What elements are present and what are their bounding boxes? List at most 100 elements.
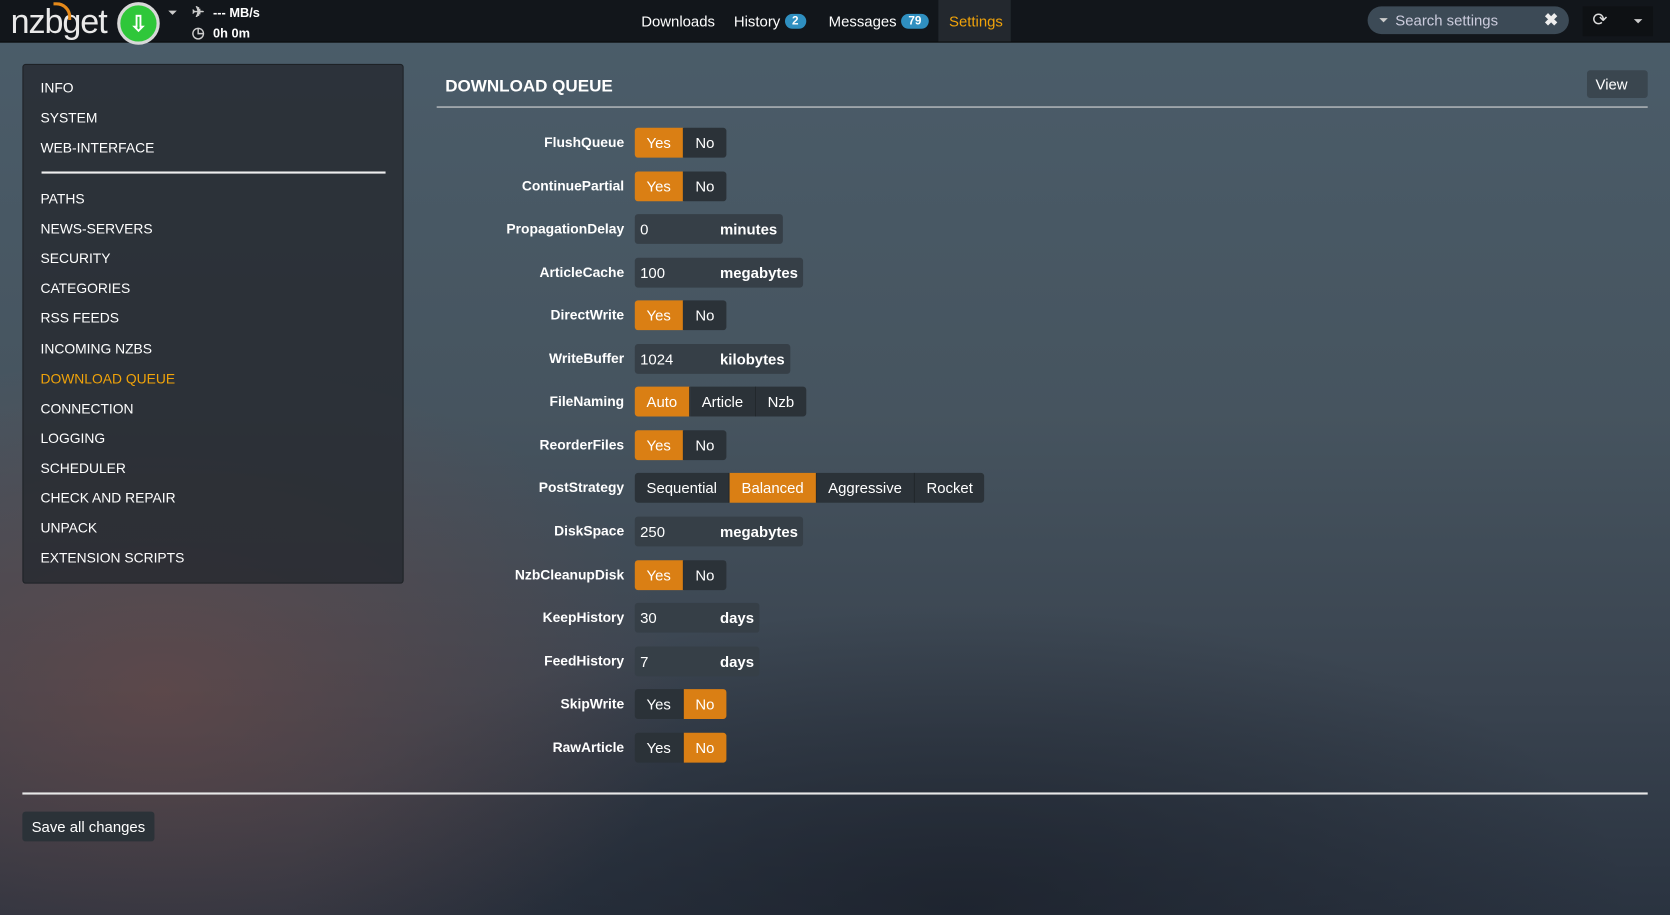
search-placeholder: Search settings: [1395, 11, 1499, 29]
choice-yes[interactable]: Yes: [634, 170, 684, 201]
input-unit: megabytes: [720, 522, 798, 540]
search-dropdown-icon[interactable]: [1379, 18, 1388, 23]
speed-text: --- MB/s: [213, 4, 260, 20]
option-label: WriteBuffer: [549, 350, 625, 367]
choice-yes[interactable]: Yes: [634, 689, 684, 720]
choice-no[interactable]: No: [683, 559, 727, 590]
option-label: NzbCleanupDisk: [514, 566, 625, 583]
speed-status: ✈ --- MB/s: [190, 3, 260, 21]
chevron-down-icon[interactable]: [168, 10, 177, 15]
plane-icon: ✈: [191, 3, 205, 21]
nav-downloads[interactable]: Downloads: [631, 0, 726, 42]
save-all-changes-button[interactable]: Save all changes: [22, 811, 155, 842]
nav-messages[interactable]: Messages 79: [818, 0, 939, 42]
option-input[interactable]: 250 megabytes: [634, 516, 804, 547]
option-label: ArticleCache: [539, 263, 625, 280]
option-input[interactable]: 7 days: [634, 646, 760, 676]
choice-rocket[interactable]: Rocket: [914, 473, 985, 504]
wifi-icon: [53, 2, 72, 21]
choice-auto[interactable]: Auto: [634, 386, 690, 417]
input-value[interactable]: 100: [640, 263, 666, 281]
nav-label: Messages: [828, 12, 897, 30]
option-row-flushqueue: FlushQueue Yes No: [0, 127, 1065, 158]
input-value[interactable]: 1024: [640, 350, 674, 368]
sidebar-item-web-interface[interactable]: WEB-INTERFACE: [40, 139, 155, 156]
sidebar-item-news-servers[interactable]: NEWS-SERVERS: [40, 220, 153, 237]
option-label: FileNaming: [549, 393, 625, 410]
choice-nzb[interactable]: Nzb: [755, 386, 806, 417]
sidebar-item-check-and-repair[interactable]: CHECK AND REPAIR: [40, 489, 176, 506]
input-value[interactable]: 30: [640, 609, 657, 627]
input-unit: days: [720, 652, 755, 670]
input-value[interactable]: 0: [640, 220, 649, 238]
section-title: DOWNLOAD QUEUE: [445, 77, 613, 96]
time-status: ◷ 0h 0m: [190, 23, 250, 41]
sidebar-item-extension-scripts[interactable]: EXTENSION SCRIPTS: [40, 549, 185, 566]
sidebar-item-info[interactable]: INFO: [40, 79, 74, 96]
choice-balanced[interactable]: Balanced: [729, 473, 817, 504]
option-switch: Yes No: [634, 732, 727, 763]
option-label: DiskSpace: [554, 522, 625, 539]
sidebar-item-connection[interactable]: CONNECTION: [40, 400, 134, 417]
choice-sequential[interactable]: Sequential: [634, 473, 730, 504]
sidebar-item-system[interactable]: SYSTEM: [40, 109, 98, 126]
clear-search-icon[interactable]: ✖: [1543, 11, 1559, 30]
sidebar-item-download-queue[interactable]: DOWNLOAD QUEUE: [40, 370, 176, 387]
view-button[interactable]: View: [1586, 70, 1648, 98]
choice-no[interactable]: No: [683, 689, 727, 720]
sidebar-item-unpack[interactable]: UNPACK: [40, 519, 98, 536]
option-input[interactable]: 0 minutes: [634, 214, 783, 245]
nav-settings[interactable]: Settings: [938, 0, 1011, 42]
download-toggle-button[interactable]: ⇩: [117, 2, 160, 45]
option-switch: Yes No: [634, 430, 727, 460]
messages-badge: 79: [900, 13, 929, 29]
sidebar-item-paths[interactable]: PATHS: [40, 190, 85, 207]
option-input[interactable]: 1024 kilobytes: [634, 343, 790, 374]
nav-label: History: [733, 12, 781, 30]
search-input[interactable]: Search settings ✖: [1367, 6, 1569, 35]
choice-yes[interactable]: Yes: [634, 559, 684, 590]
choice-yes[interactable]: Yes: [634, 300, 684, 331]
option-row-continuepartial: ContinuePartial Yes No: [0, 170, 1065, 201]
option-label: KeepHistory: [542, 609, 625, 626]
sidebar-item-logging[interactable]: LOGGING: [40, 430, 106, 447]
option-input[interactable]: 100 megabytes: [634, 257, 804, 288]
option-row-writebuffer: WriteBuffer 1024 kilobytes: [0, 343, 1065, 374]
refresh-icon[interactable]: ⟳: [1592, 9, 1608, 30]
sidebar-item-security[interactable]: SECURITY: [40, 250, 111, 267]
choice-aggressive[interactable]: Aggressive: [816, 473, 915, 504]
footer-divider: [22, 792, 1648, 795]
option-row-poststrategy: PostStrategy Sequential Balanced Aggressive…: [0, 473, 1065, 504]
option-switch: Yes No: [634, 559, 727, 590]
sidebar-item-rss-feeds[interactable]: RSS FEEDS: [40, 310, 119, 327]
choice-no[interactable]: No: [683, 300, 727, 331]
option-row-rawarticle: RawArticle Yes No: [0, 732, 1065, 763]
input-value[interactable]: 7: [640, 652, 649, 670]
option-switch: Yes No: [634, 300, 727, 331]
input-value[interactable]: 250: [640, 522, 666, 540]
option-switch: Auto Article Nzb: [634, 386, 806, 417]
sidebar-item-categories[interactable]: CATEGORIES: [40, 280, 131, 297]
option-switch: Yes No: [634, 689, 727, 720]
choice-yes[interactable]: Yes: [634, 127, 684, 158]
sidebar-item-scheduler[interactable]: SCHEDULER: [40, 460, 126, 476]
choice-article[interactable]: Article: [689, 386, 756, 417]
choice-yes[interactable]: Yes: [634, 732, 684, 763]
sidebar-item-incoming-nzbs[interactable]: INCOMING NZBS: [40, 340, 153, 357]
nav-history[interactable]: History 2: [723, 0, 816, 42]
choice-no[interactable]: No: [683, 732, 727, 763]
option-row-articlecache: ArticleCache 100 megabytes: [0, 257, 1065, 288]
choice-no[interactable]: No: [683, 127, 727, 158]
logo: nzbget: [11, 2, 108, 41]
choice-no[interactable]: No: [683, 170, 727, 201]
option-label: SkipWrite: [560, 695, 625, 712]
option-input[interactable]: 30 days: [634, 602, 760, 633]
menu-chevron-icon[interactable]: [1633, 19, 1643, 24]
save-label: Save all changes: [31, 817, 146, 836]
input-unit: megabytes: [720, 263, 798, 281]
choice-no[interactable]: No: [683, 430, 727, 460]
option-row-skipwrite: SkipWrite Yes No: [0, 689, 1065, 720]
download-arrow-icon: ⇩: [129, 12, 148, 36]
choice-yes[interactable]: Yes: [634, 430, 684, 460]
